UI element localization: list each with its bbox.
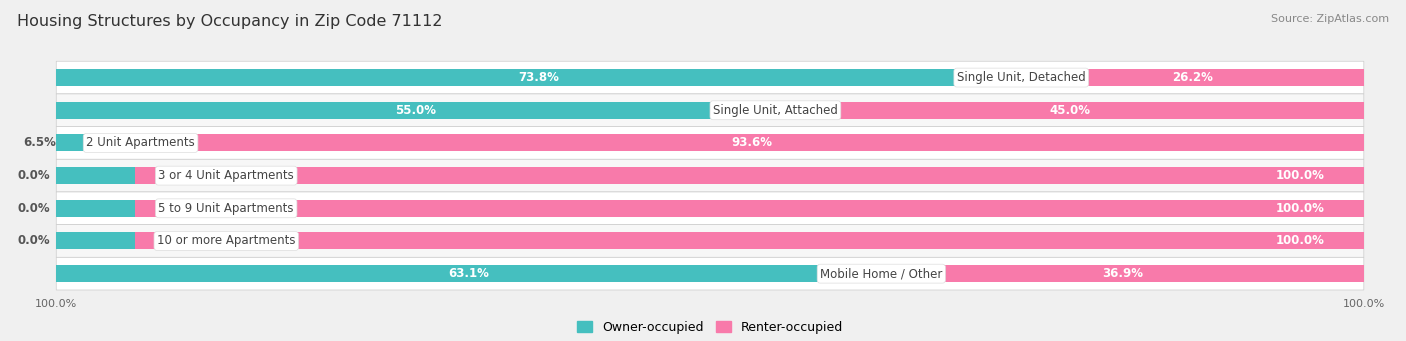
Text: 0.0%: 0.0% (17, 202, 49, 215)
Bar (776, 102, 1364, 119)
Text: 26.2%: 26.2% (1173, 71, 1213, 84)
Legend: Owner-occupied, Renter-occupied: Owner-occupied, Renter-occupied (572, 316, 848, 339)
Bar (56, 200, 135, 217)
FancyBboxPatch shape (56, 225, 1364, 257)
Bar (56, 102, 776, 119)
Text: 3 or 4 Unit Apartments: 3 or 4 Unit Apartments (159, 169, 294, 182)
FancyBboxPatch shape (56, 94, 1364, 127)
Text: 0.0%: 0.0% (17, 235, 49, 248)
Text: 5 to 9 Unit Apartments: 5 to 9 Unit Apartments (159, 202, 294, 215)
Text: 93.6%: 93.6% (731, 136, 772, 149)
Text: 0.0%: 0.0% (17, 169, 49, 182)
FancyBboxPatch shape (56, 257, 1364, 290)
Text: 73.8%: 73.8% (519, 71, 560, 84)
Bar (56, 69, 1021, 86)
Text: Housing Structures by Occupancy in Zip Code 71112: Housing Structures by Occupancy in Zip C… (17, 14, 443, 29)
Text: Single Unit, Attached: Single Unit, Attached (713, 104, 838, 117)
Bar (135, 167, 1364, 184)
Text: Single Unit, Detached: Single Unit, Detached (957, 71, 1085, 84)
Bar (882, 265, 1364, 282)
FancyBboxPatch shape (56, 192, 1364, 225)
Bar (1021, 69, 1364, 86)
Text: Mobile Home / Other: Mobile Home / Other (820, 267, 942, 280)
Text: 63.1%: 63.1% (449, 267, 489, 280)
Bar (56, 265, 882, 282)
FancyBboxPatch shape (56, 61, 1364, 94)
Text: 36.9%: 36.9% (1102, 267, 1143, 280)
Bar (56, 134, 141, 151)
Text: 100.0%: 100.0% (1275, 169, 1324, 182)
Text: 2 Unit Apartments: 2 Unit Apartments (86, 136, 195, 149)
Bar (141, 134, 1364, 151)
FancyBboxPatch shape (56, 127, 1364, 159)
Bar (135, 200, 1364, 217)
Text: 100.0%: 100.0% (1275, 235, 1324, 248)
Text: 55.0%: 55.0% (395, 104, 436, 117)
Bar (56, 167, 135, 184)
Text: Source: ZipAtlas.com: Source: ZipAtlas.com (1271, 14, 1389, 24)
FancyBboxPatch shape (56, 159, 1364, 192)
Text: 45.0%: 45.0% (1049, 104, 1090, 117)
Text: 10 or more Apartments: 10 or more Apartments (157, 235, 295, 248)
Text: 6.5%: 6.5% (24, 136, 56, 149)
Bar (56, 233, 135, 250)
Bar (135, 233, 1364, 250)
Text: 100.0%: 100.0% (1275, 202, 1324, 215)
